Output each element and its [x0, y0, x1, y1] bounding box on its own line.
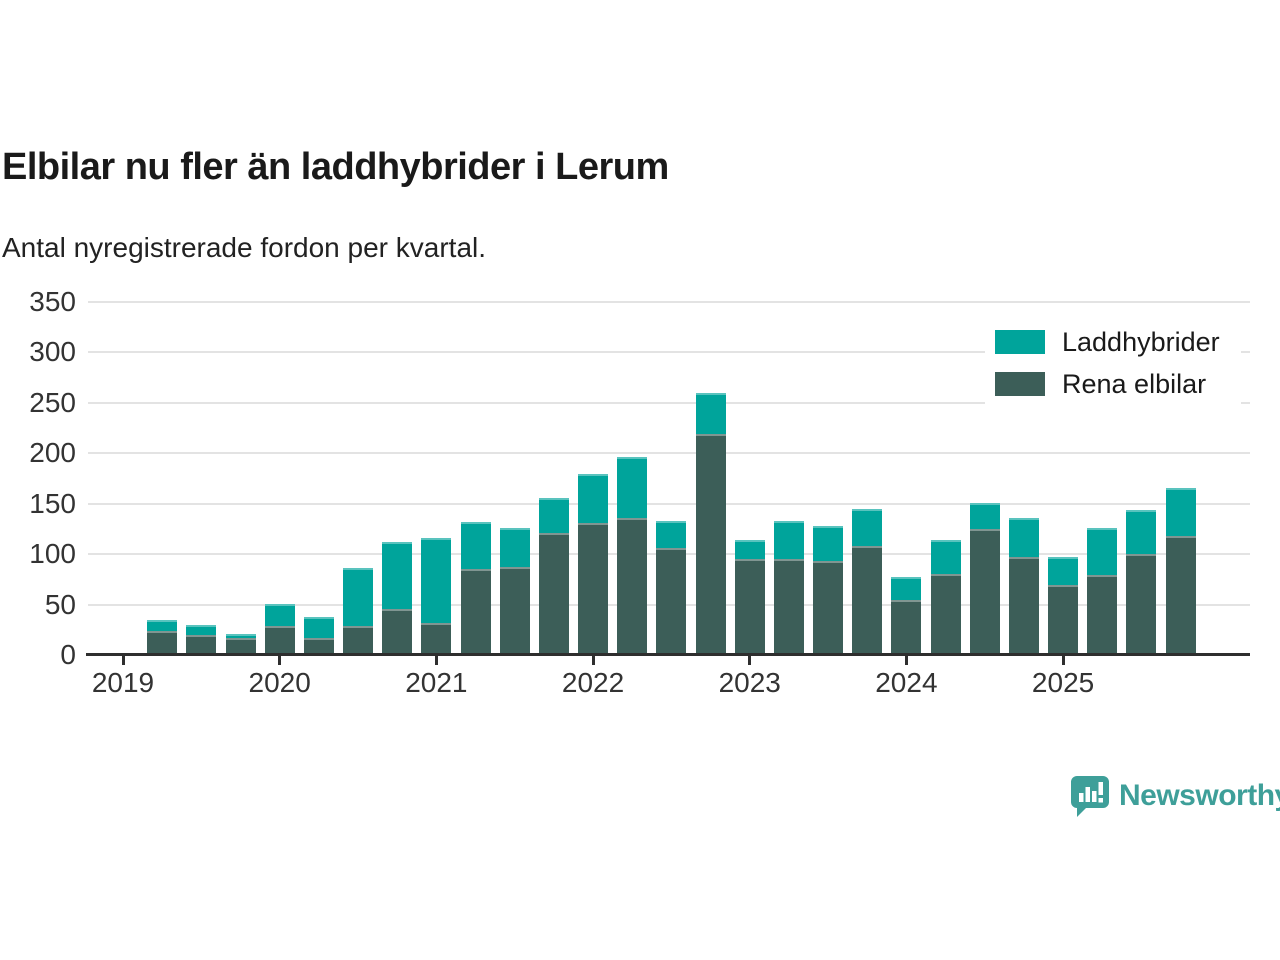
- x-axis-tick-label: 2019: [91, 667, 155, 698]
- bar-segment-laddhybrider-2025-Q3: [1126, 509, 1157, 555]
- bar-segment-rena-elbilar-2024-Q1: [891, 599, 922, 655]
- legend-label: Rena elbilar: [1062, 368, 1207, 399]
- legend-item-rena-elbilar: Rena elbilar: [995, 368, 1207, 399]
- bar-segment-laddhybrider-2020-Q3: [343, 568, 374, 626]
- bar-segment-rena-elbilar-2023-Q2: [773, 559, 804, 655]
- bar-segment-laddhybrider-2020-Q2: [303, 616, 334, 638]
- gridline-y350: [88, 301, 1250, 303]
- bar-segment-rena-elbilar-2020-Q1: [264, 625, 295, 655]
- bar-segment-laddhybrider-2021-Q3: [499, 527, 530, 568]
- bar-segment-rena-elbilar-2024-Q2: [930, 574, 961, 655]
- bar-segment-rena-elbilar-2019-Q4: [225, 637, 256, 655]
- y-axis-tick-label: 250: [29, 386, 76, 418]
- y-axis-tick-label: 300: [29, 336, 76, 368]
- bar-segment-rena-elbilar-2025-Q1: [1048, 585, 1079, 655]
- bar-segment-laddhybrider-2020-Q1: [264, 603, 295, 626]
- y-axis-tick-label: 100: [29, 538, 76, 570]
- newsworthy-logo-icon: [1071, 776, 1109, 817]
- bar-segment-rena-elbilar-2021-Q3: [499, 567, 530, 655]
- y-axis-tick-label: 0: [60, 639, 76, 670]
- y-axis-tick-label: 200: [29, 437, 76, 469]
- x-axis-tick: [434, 656, 438, 665]
- x-axis-tick-label: 2025: [1031, 667, 1095, 698]
- x-axis-tick-label: 2021: [405, 667, 468, 698]
- bar-segment-laddhybrider-2019-Q4: [225, 633, 256, 638]
- newsworthy-wordmark: Newsworthy: [1119, 779, 1280, 812]
- x-axis-line: [86, 653, 1250, 656]
- x-axis-tick: [121, 656, 125, 665]
- bar-segment-rena-elbilar-2024-Q4: [1008, 557, 1039, 655]
- bar-segment-laddhybrider-2023-Q2: [773, 520, 804, 560]
- bar-segment-laddhybrider-2019-Q2: [147, 619, 178, 631]
- x-axis-tick-label: 2022: [561, 667, 625, 698]
- bar-segment-rena-elbilar-2023-Q4: [852, 546, 883, 655]
- bar-segment-rena-elbilar-2024-Q3: [969, 528, 1000, 655]
- y-axis-tick-label: 50: [44, 588, 76, 620]
- chart-title: Elbilar nu fler än laddhybrider i Lerum: [2, 146, 669, 188]
- bar-segment-laddhybrider-2024-Q1: [891, 577, 922, 600]
- bar-segment-rena-elbilar-2019-Q2: [147, 630, 178, 655]
- legend-label: Laddhybrider: [1062, 326, 1220, 357]
- bar-segment-rena-elbilar-2020-Q2: [303, 637, 334, 655]
- bar-segment-rena-elbilar-2020-Q4: [382, 608, 413, 655]
- bar-segment-rena-elbilar-2021-Q2: [460, 569, 491, 655]
- chart-subtitle: Antal nyregistrerade fordon per kvartal.: [2, 232, 487, 263]
- y-axis-tick-label: 350: [29, 286, 76, 317]
- bar-segment-laddhybrider-2022-Q4: [695, 392, 726, 435]
- bar-segment-rena-elbilar-2019-Q3: [186, 634, 217, 655]
- y-axis-tick-label: 150: [29, 487, 76, 519]
- bar-segment-rena-elbilar-2021-Q4: [538, 532, 569, 655]
- bar-segment-laddhybrider-2024-Q4: [1008, 517, 1039, 558]
- gridline-y300: [88, 351, 1250, 354]
- bar-segment-rena-elbilar-2022-Q3: [656, 548, 687, 655]
- bar-segment-laddhybrider-2024-Q3: [969, 502, 1000, 529]
- bar-segment-rena-elbilar-2023-Q3: [813, 561, 844, 655]
- bar-segment-laddhybrider-2020-Q4: [382, 542, 413, 609]
- newsworthy-branding: Newsworthy: [1070, 775, 1280, 817]
- bar-segment-rena-elbilar-2022-Q2: [617, 517, 648, 655]
- bar-segment-rena-elbilar-2025-Q3: [1126, 554, 1157, 655]
- x-axis-tick-label: 2023: [718, 667, 781, 698]
- x-axis-tick-label: 2020: [248, 667, 311, 698]
- bar-segment-laddhybrider-2022-Q1: [578, 474, 609, 523]
- bar-segment-rena-elbilar-2022-Q4: [695, 434, 726, 655]
- x-axis-tick: [278, 656, 282, 665]
- x-axis-tick: [591, 656, 595, 665]
- legend-swatch: [995, 330, 1045, 354]
- bar-segment-laddhybrider-2021-Q1: [421, 538, 452, 623]
- x-axis-tick: [1061, 656, 1065, 665]
- bar-segment-laddhybrider-2023-Q3: [813, 525, 844, 562]
- legend-item-laddhybrider: Laddhybrider: [995, 326, 1220, 357]
- gridline-y150: [88, 502, 1250, 505]
- bar-segment-rena-elbilar-2023-Q1: [734, 559, 765, 655]
- x-axis-tick: [748, 656, 752, 665]
- legend-swatch: [995, 372, 1045, 396]
- bar-segment-laddhybrider-2019-Q3: [186, 624, 217, 635]
- chart-legend: Laddhybrider Rena elbilar: [985, 318, 1241, 406]
- bar-segment-laddhybrider-2024-Q2: [930, 540, 961, 575]
- bar-segment-laddhybrider-2022-Q3: [656, 520, 687, 549]
- bar-segment-laddhybrider-2025-Q4: [1165, 487, 1196, 536]
- gridline-y250: [88, 401, 1250, 404]
- bar-segment-rena-elbilar-2025-Q4: [1165, 535, 1196, 655]
- bar-segment-laddhybrider-2025-Q2: [1087, 527, 1118, 576]
- bar-segment-laddhybrider-2022-Q2: [617, 457, 648, 518]
- gridline-y200: [88, 452, 1250, 455]
- x-axis-tick-label: 2024: [875, 667, 938, 698]
- bar-segment-laddhybrider-2023-Q4: [852, 508, 883, 547]
- bar-segment-laddhybrider-2021-Q4: [538, 497, 569, 533]
- bar-segment-laddhybrider-2023-Q1: [734, 540, 765, 560]
- bar-segment-laddhybrider-2021-Q2: [460, 521, 491, 570]
- x-axis-tick: [904, 656, 908, 665]
- bar-segment-rena-elbilar-2020-Q3: [343, 625, 374, 655]
- bar-segment-rena-elbilar-2025-Q2: [1087, 575, 1118, 655]
- bar-segment-rena-elbilar-2021-Q1: [421, 622, 452, 655]
- bar-segment-laddhybrider-2025-Q1: [1048, 557, 1079, 586]
- bar-segment-rena-elbilar-2022-Q1: [578, 522, 609, 655]
